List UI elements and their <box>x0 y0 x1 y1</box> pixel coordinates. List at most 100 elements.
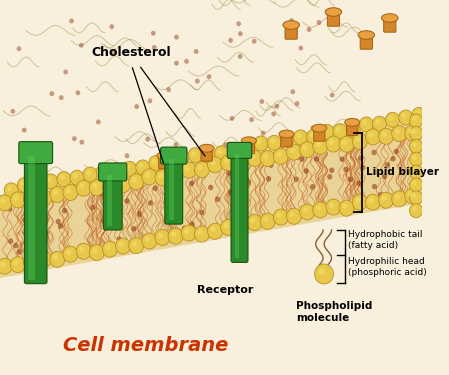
Bar <box>168 159 173 220</box>
Circle shape <box>316 142 321 147</box>
Circle shape <box>329 168 335 173</box>
Polygon shape <box>0 120 422 278</box>
Circle shape <box>99 168 104 173</box>
Circle shape <box>412 168 417 173</box>
Circle shape <box>409 178 423 192</box>
Circle shape <box>270 138 275 144</box>
FancyBboxPatch shape <box>327 11 339 26</box>
Circle shape <box>4 183 18 198</box>
Circle shape <box>238 54 242 59</box>
Circle shape <box>155 170 170 186</box>
Circle shape <box>50 251 65 267</box>
Circle shape <box>317 20 321 25</box>
Circle shape <box>66 188 71 193</box>
Circle shape <box>125 164 130 170</box>
Bar <box>107 176 112 226</box>
Circle shape <box>31 178 44 193</box>
Circle shape <box>352 134 367 149</box>
Circle shape <box>79 246 84 252</box>
Circle shape <box>13 195 18 201</box>
Circle shape <box>326 136 341 152</box>
Circle shape <box>44 230 49 236</box>
Circle shape <box>266 176 271 182</box>
Circle shape <box>38 243 44 249</box>
Circle shape <box>125 153 129 158</box>
Circle shape <box>230 116 234 121</box>
Circle shape <box>86 170 91 175</box>
Circle shape <box>145 236 150 242</box>
FancyBboxPatch shape <box>227 142 252 158</box>
Circle shape <box>318 268 325 275</box>
Circle shape <box>207 74 211 79</box>
Circle shape <box>171 231 176 237</box>
Circle shape <box>315 264 334 284</box>
Circle shape <box>391 156 396 162</box>
Circle shape <box>18 178 31 193</box>
Circle shape <box>385 162 390 168</box>
Circle shape <box>405 125 420 141</box>
Circle shape <box>181 225 196 241</box>
Circle shape <box>263 154 269 159</box>
Circle shape <box>176 228 181 234</box>
Circle shape <box>316 205 321 211</box>
Circle shape <box>415 149 420 154</box>
Circle shape <box>37 251 52 267</box>
Circle shape <box>112 166 117 171</box>
Circle shape <box>155 230 170 245</box>
Circle shape <box>295 154 301 160</box>
Circle shape <box>311 126 315 130</box>
Text: Phospholipid
molecule: Phospholipid molecule <box>296 301 372 322</box>
Circle shape <box>252 39 256 44</box>
Circle shape <box>247 214 262 231</box>
Circle shape <box>412 181 417 186</box>
FancyBboxPatch shape <box>314 127 325 141</box>
Circle shape <box>142 233 157 249</box>
Circle shape <box>167 216 173 222</box>
Circle shape <box>224 223 229 228</box>
Circle shape <box>237 220 242 225</box>
FancyBboxPatch shape <box>103 171 122 230</box>
Ellipse shape <box>325 8 342 16</box>
Circle shape <box>207 223 223 239</box>
Circle shape <box>339 200 354 216</box>
Circle shape <box>273 148 288 164</box>
Circle shape <box>250 218 255 223</box>
Circle shape <box>83 167 97 182</box>
Circle shape <box>304 168 309 174</box>
Circle shape <box>412 117 417 122</box>
Ellipse shape <box>199 144 214 152</box>
Circle shape <box>37 190 52 206</box>
Circle shape <box>326 199 341 215</box>
Circle shape <box>372 184 377 189</box>
Circle shape <box>320 124 334 140</box>
Circle shape <box>117 236 122 242</box>
Circle shape <box>336 127 341 132</box>
Circle shape <box>152 159 157 164</box>
Circle shape <box>124 198 130 204</box>
Circle shape <box>392 191 407 207</box>
Circle shape <box>20 181 25 186</box>
Circle shape <box>79 183 84 189</box>
Circle shape <box>371 150 377 155</box>
Circle shape <box>228 189 233 195</box>
Circle shape <box>24 215 29 220</box>
Circle shape <box>372 116 387 131</box>
Circle shape <box>139 163 144 168</box>
Circle shape <box>162 153 176 168</box>
Circle shape <box>274 104 279 109</box>
Circle shape <box>221 219 236 236</box>
Circle shape <box>158 232 163 238</box>
Circle shape <box>342 203 348 209</box>
Circle shape <box>129 238 144 254</box>
Ellipse shape <box>279 130 294 138</box>
FancyBboxPatch shape <box>165 155 183 224</box>
Circle shape <box>110 163 123 178</box>
Circle shape <box>323 128 328 133</box>
Circle shape <box>263 216 269 222</box>
Circle shape <box>286 208 301 224</box>
Circle shape <box>75 90 80 95</box>
Circle shape <box>392 126 407 142</box>
Circle shape <box>237 156 242 162</box>
Circle shape <box>0 195 12 211</box>
Circle shape <box>310 184 315 190</box>
